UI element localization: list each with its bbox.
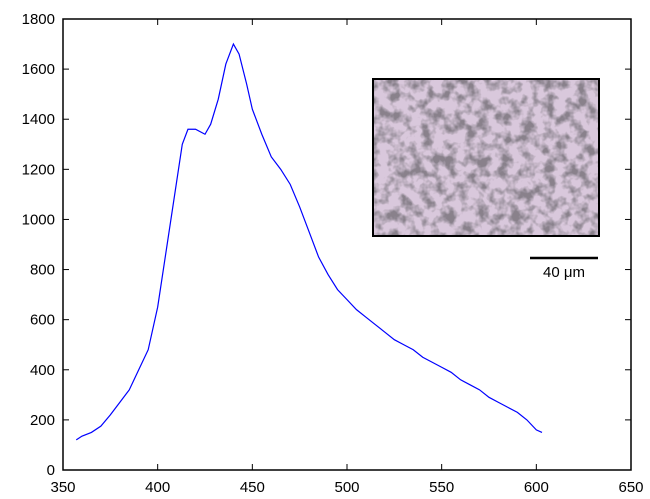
x-tick-label: 500 [334, 479, 359, 496]
y-tick-label: 0 [47, 462, 55, 479]
x-tick-label: 600 [524, 479, 549, 496]
y-tick-label: 1000 [22, 211, 55, 228]
y-tick-label: 1600 [22, 61, 55, 78]
y-tick-label: 200 [30, 412, 55, 429]
x-tick-label: 550 [429, 479, 454, 496]
y-tick-label: 1400 [22, 111, 55, 128]
x-tick-label: 450 [240, 479, 265, 496]
y-tick-label: 1200 [22, 161, 55, 178]
x-tick-label: 400 [145, 479, 170, 496]
x-tick-label: 650 [618, 479, 643, 496]
x-tick-label: 350 [50, 479, 75, 496]
y-tick-label: 400 [30, 362, 55, 379]
line-series [75, 42, 543, 441]
plot-frame [62, 18, 632, 471]
y-tick-label: 1800 [22, 11, 55, 28]
inset-texture [373, 79, 599, 236]
y-tick-label: 800 [30, 262, 55, 279]
inset-border [372, 78, 600, 237]
y-tick-label: 600 [30, 312, 55, 329]
scale-label: 40 μm [543, 264, 585, 281]
